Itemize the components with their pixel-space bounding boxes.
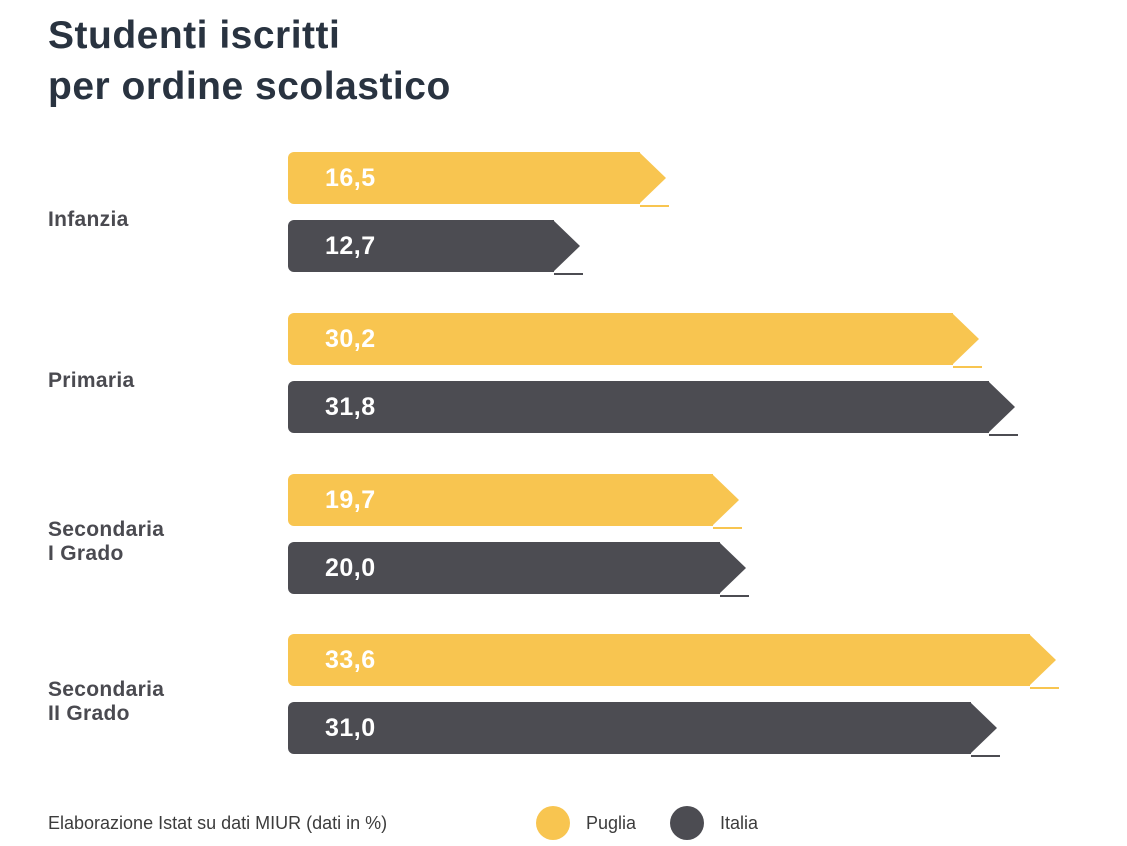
bar-puglia: 30,2 [288,313,982,368]
bar-tip-underline [713,527,742,529]
bar-arrow-tip [988,381,1015,433]
bar-arrow-tip [719,542,746,594]
value-label: 12,7 [325,232,376,260]
bar-tip-underline [640,205,669,207]
category-label: Secondaria I Grado [48,518,165,565]
bar-segment [288,474,713,526]
bar-segment [288,152,640,204]
value-label: 30,2 [325,325,376,353]
value-label: 16,5 [325,164,376,192]
bar-arrow-tip [1029,634,1056,686]
legend-swatch-italia [670,806,704,840]
bar-italia: 31,8 [288,381,1018,436]
bar-puglia: 16,5 [288,152,669,207]
legend-label-puglia: Puglia [586,813,637,833]
chart-row: Secondaria I Grado 19,7 20,0 [0,474,1127,597]
chart-title: Studenti iscritti per ordine scolastico [48,10,451,112]
bar-arrow-tip [712,474,739,526]
value-label: 19,7 [325,486,376,514]
chart-row: Infanzia 16,5 12,7 [0,152,1127,275]
bar-segment [288,702,971,754]
bar-tip-underline [720,595,749,597]
value-label: 31,0 [325,714,376,742]
bar-puglia: 33,6 [288,634,1059,689]
bar-tip-underline [554,273,583,275]
chart-title-line1: Studenti iscritti [48,14,341,57]
category-label: Infanzia [48,208,129,231]
bar-segment [288,313,953,365]
bar-segment [288,381,989,433]
bar-arrow-tip [553,220,580,272]
bar-tip-underline [989,434,1018,436]
value-label: 31,8 [325,393,376,421]
bar-segment [288,634,1030,686]
category-label: Secondaria II Grado [48,678,165,725]
source-note: Elaborazione Istat su dati MIUR (dati in… [48,813,388,833]
chart-row: Primaria 30,2 31,8 [0,313,1127,436]
bar-italia: 20,0 [288,542,749,597]
category-label: Primaria [48,369,135,392]
value-label: 33,6 [325,646,376,674]
bar-puglia: 19,7 [288,474,742,529]
bar-tip-underline [1030,687,1059,689]
legend-swatch-puglia [536,806,570,840]
chart-title-line2: per ordine scolastico [48,65,451,108]
bar-arrow-tip [639,152,666,204]
bar-italia: 31,0 [288,702,1000,757]
bar-segment [288,542,720,594]
bar-segment [288,220,554,272]
value-label: 20,0 [325,554,376,582]
bar-arrow-tip [970,702,997,754]
legend-label-italia: Italia [720,813,759,833]
bar-tip-underline [953,366,982,368]
bar-arrow-tip [952,313,979,365]
bar-tip-underline [971,755,1000,757]
chart-row: Secondaria II Grado 33,6 31,0 [0,634,1127,757]
bar-italia: 12,7 [288,220,583,275]
